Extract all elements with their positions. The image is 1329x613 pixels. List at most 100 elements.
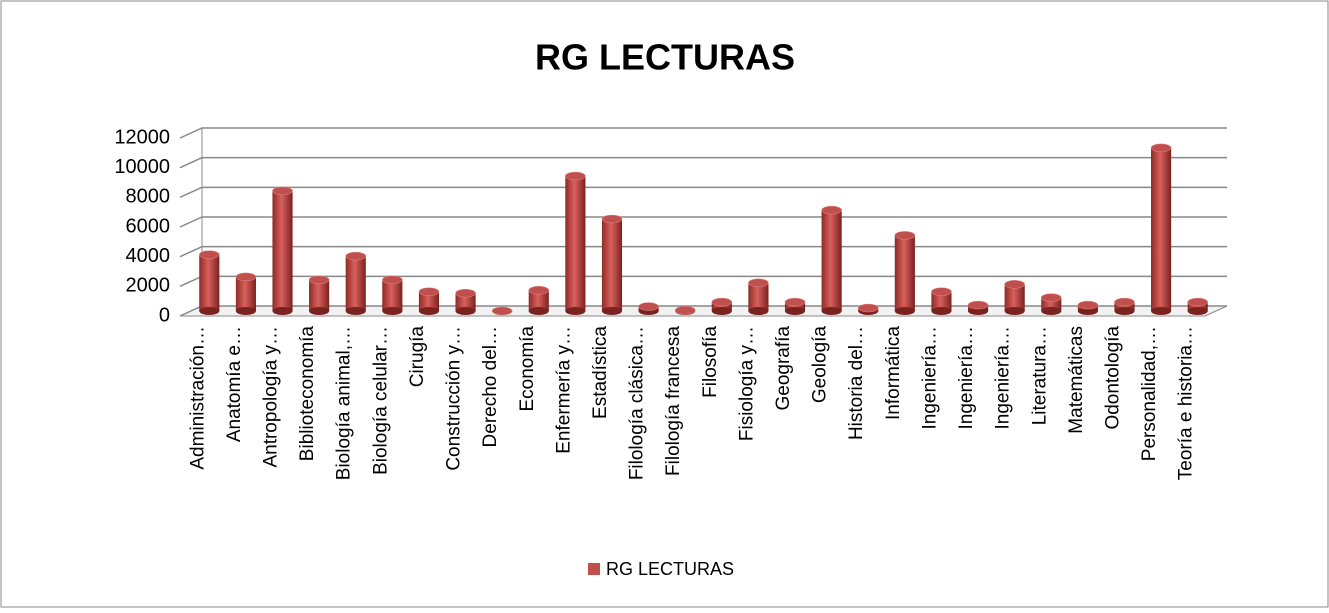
bar [931,287,952,315]
bar [1114,297,1135,315]
bar-top [784,297,806,307]
x-tick-label: Geografía [773,326,794,411]
bar-base [272,307,293,315]
bar-base [1041,307,1062,315]
bar [711,297,733,315]
bar [565,171,586,315]
x-tick-label: Odontología [1102,326,1123,430]
bar [308,275,330,315]
bar-body [821,210,842,311]
bar-top [1004,280,1025,289]
grid-line [179,156,1227,169]
bar-base [1077,307,1098,315]
x-tick-label: Cirugía [407,326,428,388]
bar [638,302,659,315]
bar [967,300,989,315]
bar-body [455,293,476,311]
bar-base [931,307,952,315]
bar-body [235,276,256,311]
bar-top [1150,143,1172,153]
bar-top [345,251,367,261]
bar-base [1004,307,1025,315]
bar-top [674,306,696,315]
y-tick-label: 10000 [114,156,170,178]
chart-title: RG LECTURAS [535,37,795,78]
bar-base [821,307,842,315]
bar-base [748,307,769,315]
x-tick-label: Personalidad,… [1139,326,1160,461]
bar-base [711,307,732,315]
bar [894,231,916,315]
bar-body [418,291,440,311]
bar [1077,300,1099,315]
bar-top [748,278,769,288]
bar [601,214,623,315]
bar-body [382,279,403,311]
x-tick-label: Ingeniería… [956,326,977,430]
bar-top [638,302,659,311]
bar [491,306,513,316]
bar-base [309,307,330,315]
bar-top [1114,297,1135,307]
grid-line [179,216,1227,228]
bar-body [784,302,806,311]
bar [198,250,220,315]
bar-top [601,214,623,224]
bar-body [748,282,769,311]
bar-top [272,186,293,196]
y-tick-label: 4000 [126,245,171,267]
x-tick-label: Biblioteconomía [297,326,318,462]
bar-top [931,287,952,296]
bar [382,275,403,315]
bar [1150,143,1172,315]
bar [821,205,842,315]
legend-label: RG LECTURAS [606,559,734,579]
y-tick-label: 8000 [126,186,171,208]
bar-top [894,231,916,240]
x-tick-label: Biología celular… [370,326,391,475]
y-tick-label: 0 [159,304,170,326]
bar-base [455,307,476,315]
x-tick-label: Construcción y… [444,326,465,471]
bar [784,297,806,315]
bar-base [967,307,989,315]
bar-base [382,307,403,315]
bar-top [235,272,257,282]
bar-body [894,235,915,311]
bar-top [1187,297,1209,307]
bar-body [272,190,293,311]
bar-body [931,291,952,311]
x-tick-label: Matemáticas [1066,326,1087,434]
bar-base [1187,307,1208,315]
legend-swatch [588,563,600,575]
bar-top [308,275,330,285]
bar-body [345,256,366,311]
bar-top [821,205,842,215]
bar [455,288,476,315]
bar [1040,293,1062,315]
bar-base [528,307,549,315]
bar-top [1040,293,1062,302]
bar-body [1187,302,1208,311]
bar-body [565,176,586,311]
bar-body [1151,147,1172,311]
x-tick-label: Estadística [590,326,611,419]
bar-body [711,302,732,311]
bar [748,278,769,315]
bar-body [601,219,623,311]
x-tick-label: Filología clásica… [627,326,648,480]
bar [857,303,879,315]
x-tick-label: Antropología y… [261,326,282,468]
grid-line [179,245,1227,258]
bar [528,285,550,315]
x-tick-label: Geología [810,326,831,404]
bar-top [711,297,733,307]
bar-top [565,171,586,181]
bar-base [199,307,220,315]
bar [674,306,696,315]
bar [418,287,440,315]
floor [179,305,1228,317]
bar-base [345,307,366,315]
